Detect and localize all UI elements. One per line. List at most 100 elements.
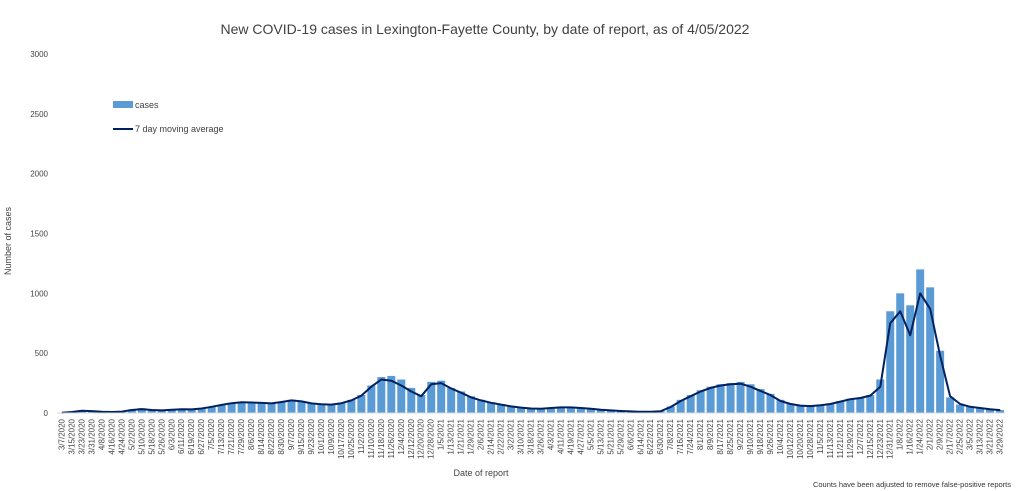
moving-average-point [550, 407, 552, 409]
y-tick-label: 3000 [30, 50, 48, 59]
moving-average-point [899, 310, 901, 312]
x-tick-label: 8/14/2020 [257, 418, 266, 454]
moving-average-point [829, 403, 831, 405]
x-tick-label: 7/8/2021 [666, 418, 675, 450]
moving-average-point [250, 401, 253, 404]
bar [896, 293, 905, 413]
x-tick-label: 3/18/2021 [527, 418, 536, 454]
bar [846, 398, 855, 413]
x-tick-label: 4/16/2020 [107, 418, 116, 454]
bar [467, 396, 476, 413]
moving-average-point [819, 404, 821, 406]
bar [826, 403, 835, 413]
bar [986, 409, 995, 413]
bar [586, 408, 595, 413]
moving-average-point [131, 409, 133, 411]
y-tick-label: 2500 [30, 110, 48, 119]
moving-average-point [91, 410, 93, 412]
x-axis: 3/7/2020 3/15/2020 3/23/2020 3/31/2020 4/8/2… [57, 418, 1004, 459]
x-tick-label: 12/12/2020 [407, 418, 416, 459]
bar [367, 385, 376, 413]
bar [477, 399, 486, 413]
moving-average-point [420, 395, 422, 397]
x-tick-label: 4/27/2021 [576, 418, 585, 454]
bar [277, 401, 286, 413]
x-tick-label: 5/5/2021 [586, 418, 595, 450]
x-tick-label: 2/17/2022 [946, 418, 955, 454]
x-tick-label: 3/7/2020 [57, 418, 66, 450]
moving-average-point [500, 404, 502, 406]
moving-average-point [400, 384, 402, 387]
bar [177, 408, 186, 413]
x-tick-label: 3/13/2022 [976, 418, 985, 454]
x-tick-label: 2/22/2021 [497, 418, 506, 454]
x-tick-label: 5/18/2020 [147, 418, 156, 454]
moving-average-point [520, 407, 522, 409]
bar [726, 383, 735, 413]
moving-average-point [949, 395, 951, 397]
bar [417, 395, 426, 413]
moving-average-point [849, 398, 851, 400]
bar [187, 409, 196, 413]
bar [227, 402, 236, 413]
x-tick-label: 10/9/2020 [327, 418, 336, 454]
x-tick-label: 6/14/2021 [636, 418, 645, 454]
bar [856, 397, 865, 413]
x-tick-label: 5/21/2021 [606, 418, 615, 454]
moving-average-point [570, 406, 572, 408]
x-tick-label: 11/26/2020 [387, 418, 396, 458]
bar [706, 386, 715, 413]
bar [696, 390, 705, 413]
moving-average-point [470, 396, 472, 399]
moving-average-point [260, 402, 263, 404]
bar [507, 405, 516, 413]
moving-average-point [640, 411, 642, 413]
y-tick-label: 1000 [30, 289, 48, 298]
moving-average-point [450, 387, 452, 390]
moving-average-point [590, 408, 592, 410]
moving-average-point [869, 395, 871, 397]
x-tick-label: 3/26/2021 [536, 418, 545, 454]
bar [427, 381, 436, 413]
moving-average-point [320, 403, 323, 405]
moving-average-point [370, 386, 372, 388]
x-tick-label: 9/10/2021 [746, 418, 755, 454]
bar [546, 407, 555, 413]
moving-average-point [350, 399, 352, 402]
moving-average-point [610, 409, 612, 411]
moving-average-point [929, 308, 931, 310]
x-tick-label: 9/2/2021 [736, 418, 745, 450]
x-tick-label: 10/4/2021 [776, 418, 785, 454]
bar [976, 408, 985, 413]
bar [377, 377, 386, 413]
bar [946, 397, 955, 413]
bar [876, 379, 885, 413]
bar [387, 375, 396, 413]
x-tick-label: 7/24/2021 [686, 418, 695, 454]
bar [556, 407, 565, 413]
x-tick-label: 2/25/2022 [956, 418, 965, 454]
bar [287, 399, 296, 413]
moving-average-point [221, 404, 223, 406]
bar [457, 391, 466, 413]
x-tick-label: 10/28/2021 [806, 418, 815, 459]
legend: cases 7 day moving average [113, 100, 224, 134]
moving-average-point [181, 408, 183, 410]
bar [736, 381, 745, 413]
moving-average-point [600, 409, 602, 411]
x-tick-label: 2/6/2021 [477, 418, 486, 450]
x-tick-label: 7/5/2020 [207, 418, 216, 450]
bar [866, 395, 875, 413]
moving-average-point [340, 402, 342, 404]
moving-average-point [530, 407, 532, 410]
moving-average-point [789, 403, 792, 405]
moving-average-point [410, 390, 412, 393]
x-tick-label: 9/18/2021 [756, 418, 765, 454]
moving-average-point [280, 401, 283, 403]
moving-average-point [580, 407, 582, 409]
legend-label-average: 7 day moving average [135, 124, 224, 134]
moving-average-point [390, 380, 392, 382]
x-tick-label: 5/26/2020 [157, 418, 166, 454]
x-tick-label: 12/20/2020 [417, 418, 426, 459]
legend-label-cases: cases [135, 100, 159, 110]
